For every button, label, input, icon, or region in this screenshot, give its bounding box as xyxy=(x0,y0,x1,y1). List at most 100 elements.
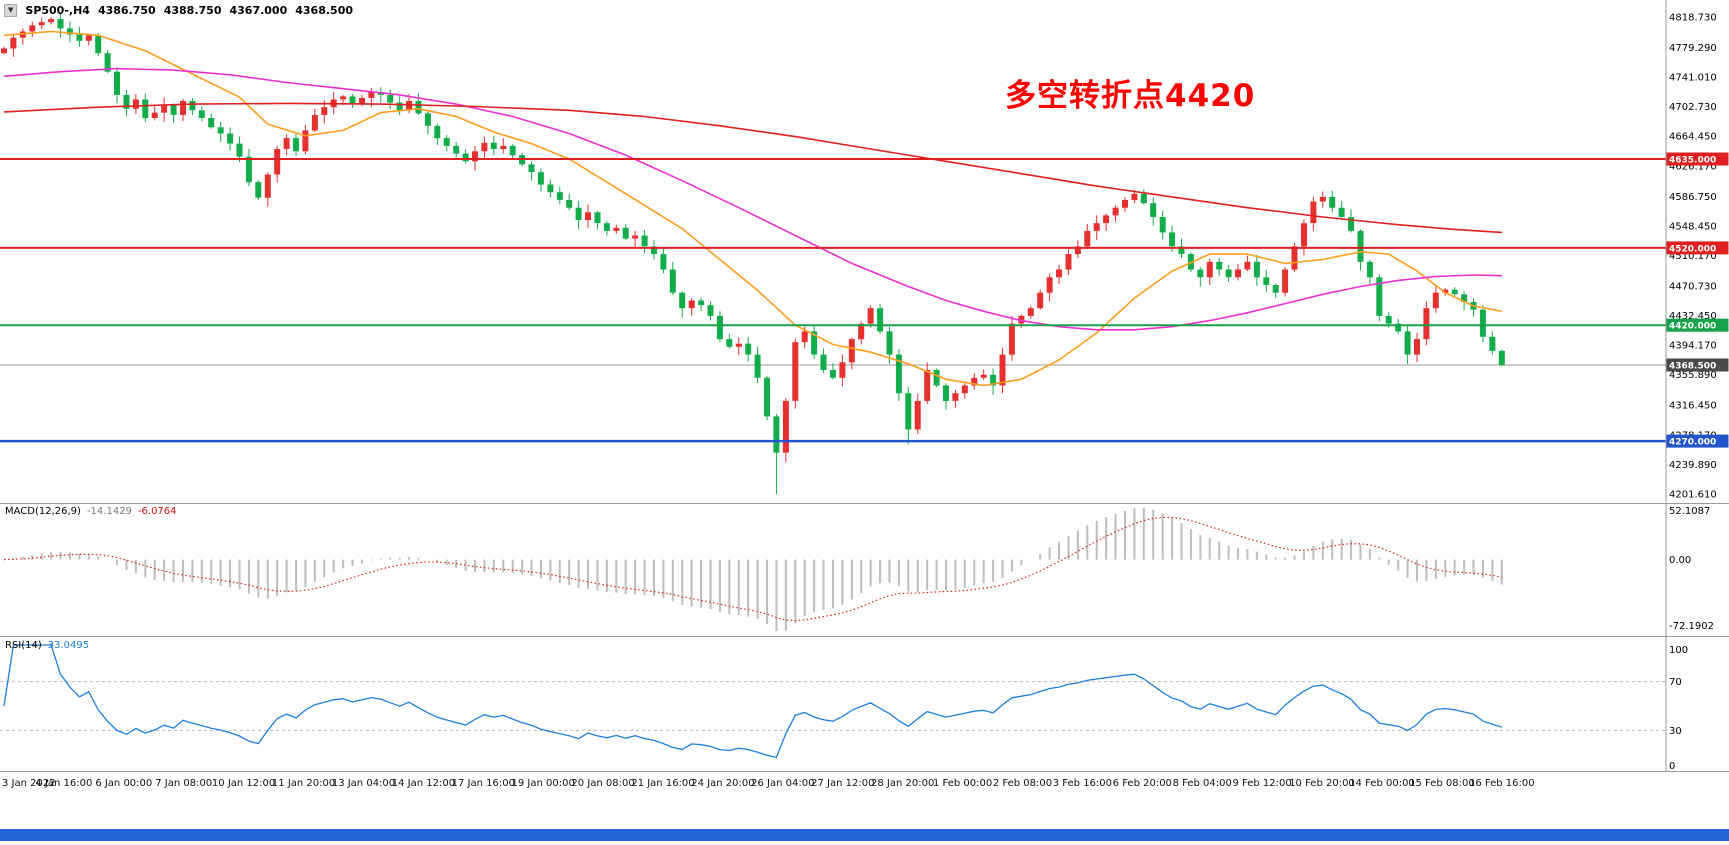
price-axis-label: 4201.610 xyxy=(1669,490,1717,501)
svg-text:4420.000: 4420.000 xyxy=(1669,322,1716,332)
candle xyxy=(1225,264,1232,282)
candle xyxy=(132,94,139,115)
candle xyxy=(48,17,55,25)
price-axis-label: 4470.730 xyxy=(1669,282,1717,293)
candle xyxy=(1451,287,1458,296)
candle xyxy=(396,96,403,115)
price-level-tag: 4635.000 xyxy=(1666,152,1729,166)
candle xyxy=(453,142,460,158)
candle xyxy=(180,98,186,122)
price-axis-label: 4432.450 xyxy=(1669,311,1717,322)
candle xyxy=(980,369,987,381)
candle xyxy=(95,33,102,57)
candle xyxy=(1112,205,1119,222)
time-axis-label: 19 Jan 00:00 xyxy=(512,778,575,789)
time-axis-label: 26 Jan 04:00 xyxy=(751,778,814,789)
macd-value-main: -14.1429 xyxy=(86,506,132,517)
macd-scale-label: 52.1087 xyxy=(1669,506,1710,517)
price-axis-label: 4664.450 xyxy=(1669,132,1717,143)
time-axis-label: 21 Jan 16:00 xyxy=(631,778,694,789)
time-axis-label: 14 Jan 12:00 xyxy=(392,778,455,789)
candle xyxy=(1263,269,1270,292)
time-axis-label: 3 Feb 16:00 xyxy=(1053,778,1112,789)
candle xyxy=(66,21,73,43)
candle xyxy=(698,297,705,312)
candle xyxy=(311,108,318,132)
candle xyxy=(1140,189,1147,205)
ma-fast-line xyxy=(3,30,1502,387)
price-axis-label: 4586.750 xyxy=(1669,192,1717,203)
candle xyxy=(735,337,742,356)
time-axis-label: 13 Jan 04:00 xyxy=(332,778,395,789)
candle xyxy=(1366,259,1373,285)
candle xyxy=(679,291,686,318)
price-axis-label: 4741.010 xyxy=(1669,73,1717,84)
price-axis-label: 4316.450 xyxy=(1669,401,1717,412)
candle xyxy=(227,127,234,151)
svg-text:4635.000: 4635.000 xyxy=(1669,156,1716,166)
candle xyxy=(651,240,657,260)
time-axis-label: 9 Feb 12:00 xyxy=(1232,778,1291,789)
candle xyxy=(255,180,262,200)
time-axis-label: 6 Feb 20:00 xyxy=(1113,778,1172,789)
candle xyxy=(245,149,252,187)
candle xyxy=(622,223,629,241)
candle xyxy=(302,125,309,155)
candle xyxy=(500,138,507,154)
price-axis-label: 4702.730 xyxy=(1669,102,1717,113)
candle xyxy=(114,67,120,104)
time-axis-label: 20 Jan 08:00 xyxy=(571,778,634,789)
rsi-value: 33.0495 xyxy=(47,640,90,651)
candle xyxy=(556,186,563,204)
rsi-scale-label: 0 xyxy=(1669,761,1675,772)
candle xyxy=(943,383,949,410)
macd-scale-label: -72.1902 xyxy=(1669,621,1714,632)
time-axis-label: 10 Jan 12:00 xyxy=(212,778,275,789)
candle xyxy=(415,93,422,115)
time-axis-label: 15 Feb 08:00 xyxy=(1409,778,1475,789)
ma-slow-line xyxy=(3,102,1502,234)
candle xyxy=(1027,305,1034,319)
candle xyxy=(85,33,92,46)
bottom-bar xyxy=(0,829,1729,841)
candle xyxy=(830,363,836,380)
candle xyxy=(189,98,196,115)
candle xyxy=(1282,267,1289,297)
candle xyxy=(1432,285,1439,313)
candle xyxy=(434,123,441,146)
macd-histogram xyxy=(12,508,1503,631)
candle xyxy=(754,346,761,384)
candle xyxy=(1272,283,1279,299)
candle xyxy=(877,304,884,334)
macd-signal-line xyxy=(3,516,1502,622)
candle xyxy=(905,387,912,445)
candle xyxy=(10,35,17,57)
candle xyxy=(1206,258,1213,285)
candle xyxy=(151,105,158,121)
candle xyxy=(641,230,648,254)
candle xyxy=(764,376,770,421)
candle xyxy=(1159,210,1166,240)
candle xyxy=(1489,331,1496,355)
candle xyxy=(1037,289,1044,310)
svg-text:4520.000: 4520.000 xyxy=(1669,244,1716,254)
candle xyxy=(895,349,902,401)
candle xyxy=(349,94,356,108)
candle xyxy=(867,305,874,328)
candle xyxy=(29,21,36,37)
time-axis-label: 2 Feb 08:00 xyxy=(993,778,1052,789)
candle xyxy=(142,93,149,122)
candle xyxy=(481,136,488,159)
candle xyxy=(424,111,431,135)
candle xyxy=(274,145,281,183)
candle xyxy=(1244,255,1251,272)
candle xyxy=(19,28,26,45)
candle xyxy=(811,326,818,360)
candle xyxy=(161,97,168,122)
candle xyxy=(1093,215,1100,241)
rsi-info: RSI(14) 33.0495 xyxy=(5,640,89,651)
one-click-collapse-button[interactable]: ▼ xyxy=(4,4,18,17)
candle xyxy=(585,204,591,228)
candle xyxy=(839,354,846,387)
